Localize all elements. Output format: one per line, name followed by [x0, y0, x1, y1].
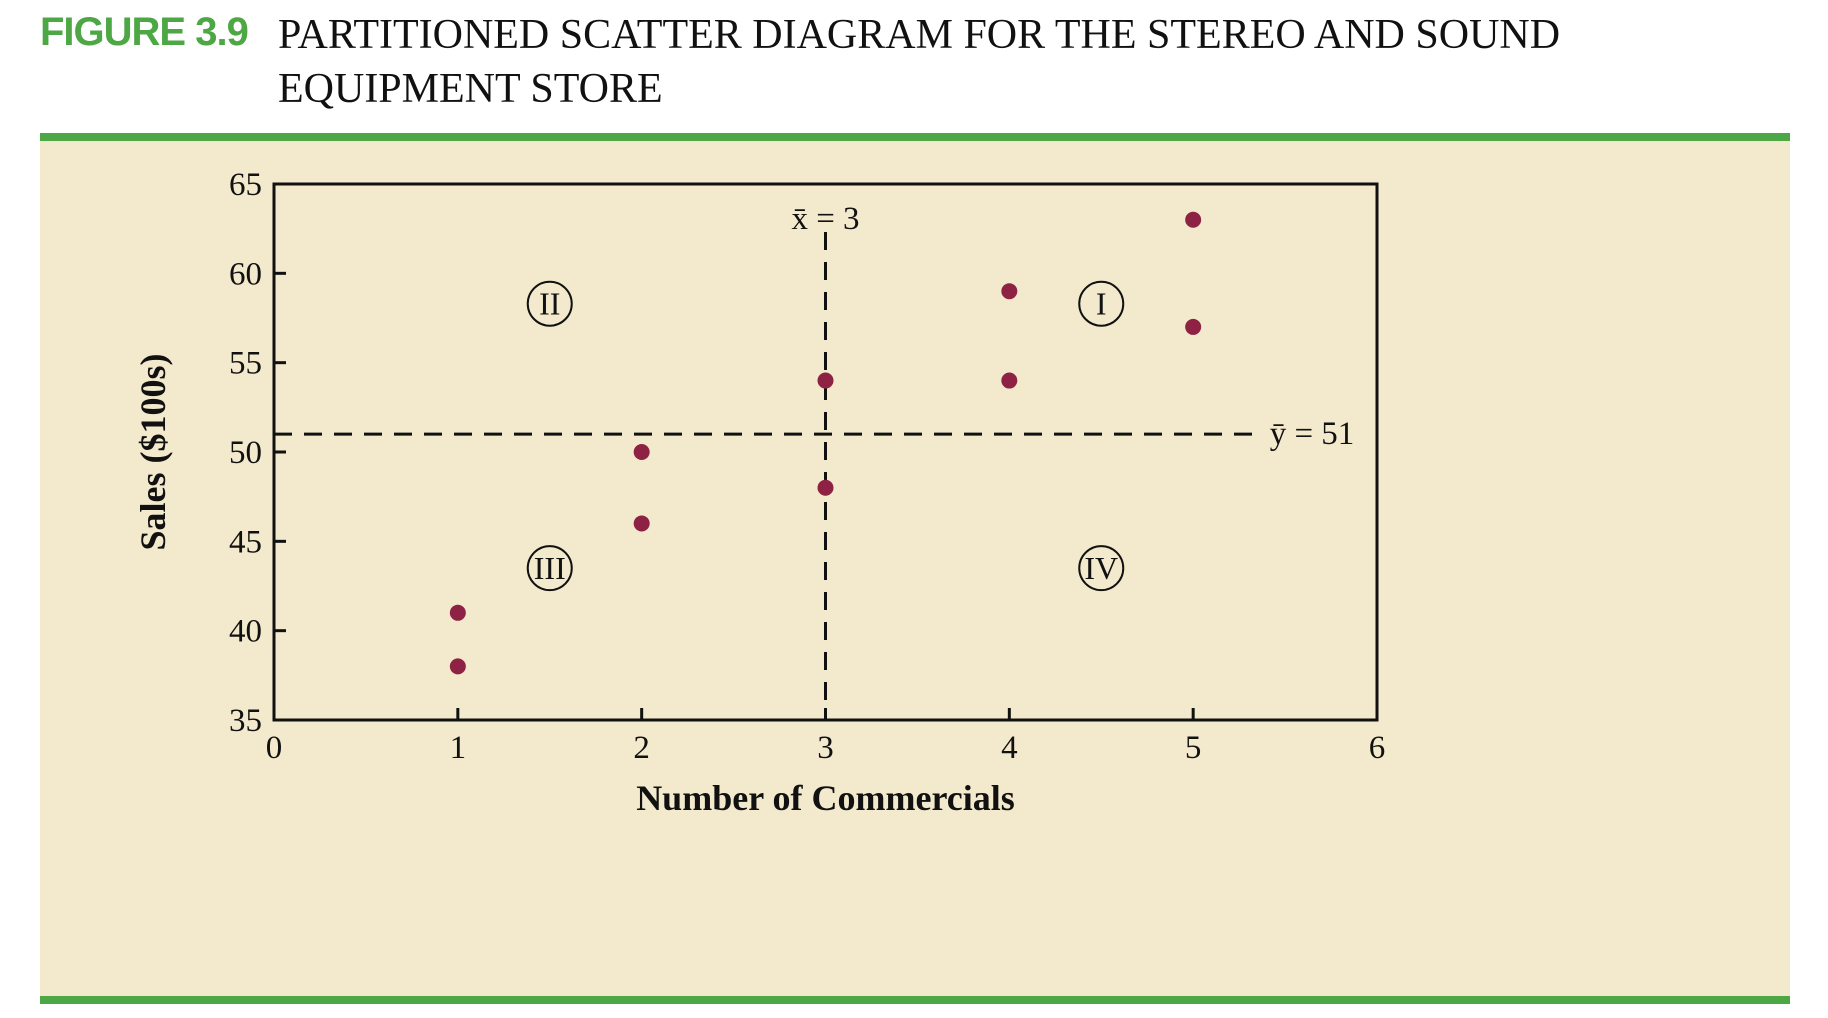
y-tick-label: 60 [229, 256, 262, 292]
quadrant-numeral: IV [1084, 550, 1118, 586]
y-tick-label: 65 [229, 167, 262, 203]
x-mean-label: x̄ = 3 [791, 201, 859, 237]
quadrant-label-iii: III [526, 545, 573, 592]
quadrant-circle [526, 545, 573, 592]
figure-header: FIGURE 3.9 PARTITIONED SCATTER DIAGRAM F… [40, 8, 1800, 118]
y-axis-title: Sales ($100s) [133, 354, 173, 551]
data-point [1001, 372, 1018, 389]
quadrant-circle [526, 280, 573, 327]
x-tick-label: 0 [266, 730, 283, 766]
data-point [1185, 211, 1202, 228]
data-point [633, 444, 650, 460]
x-tick-label: 4 [1001, 730, 1018, 766]
quadrant-numeral: III [534, 550, 566, 586]
quadrant-label-i: I [1078, 280, 1125, 327]
data-point [817, 479, 834, 496]
y-tick-label: 40 [229, 614, 262, 650]
quadrant-numeral: I [1096, 286, 1107, 322]
y-tick-label: 35 [229, 703, 262, 739]
x-tick-label: 3 [817, 730, 834, 766]
y-mean-label: ȳ = 51 [1270, 416, 1355, 452]
x-axis-title: Number of Commercials [636, 778, 1015, 818]
quadrant-circle [1078, 280, 1125, 327]
data-point [1001, 283, 1018, 300]
data-point [1185, 318, 1202, 335]
y-tick-label: 45 [229, 524, 262, 560]
quadrant-numeral: II [539, 286, 560, 322]
y-tick-label: 50 [229, 435, 262, 471]
figure-title: PARTITIONED SCATTER DIAGRAM FOR THE STER… [278, 12, 1561, 112]
data-point [449, 658, 466, 675]
y-tick-label: 55 [229, 346, 262, 382]
x-tick-label: 5 [1185, 730, 1202, 766]
data-point [817, 372, 834, 389]
chart-panel: x̄ = 3 ȳ = 51 I II III IV 0 1 2 3 4 5 6 35 40 45 50 55… [40, 141, 1790, 996]
x-tick-label: 1 [450, 730, 467, 766]
x-tick-label: 2 [633, 730, 650, 766]
x-tick-label: 6 [1369, 730, 1386, 766]
bottom-rule [40, 996, 1790, 1004]
top-rule [40, 133, 1790, 141]
quadrant-label-ii: II [526, 280, 573, 327]
data-point [449, 604, 466, 621]
figure-label: FIGURE 3.9 [40, 10, 249, 54]
quadrant-label-iv: IV [1078, 545, 1125, 592]
data-point [633, 515, 650, 532]
quadrant-circle [1078, 545, 1125, 592]
